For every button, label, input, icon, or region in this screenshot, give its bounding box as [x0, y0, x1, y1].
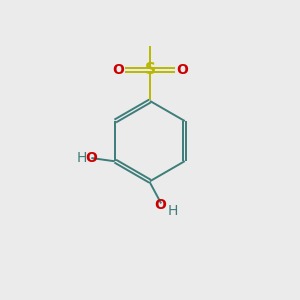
Text: S: S: [145, 62, 155, 77]
Text: H: H: [76, 151, 87, 165]
Text: H: H: [168, 204, 178, 218]
Text: O: O: [176, 63, 188, 77]
Text: O: O: [154, 198, 166, 212]
Text: O: O: [112, 63, 124, 77]
Text: O: O: [85, 151, 98, 165]
